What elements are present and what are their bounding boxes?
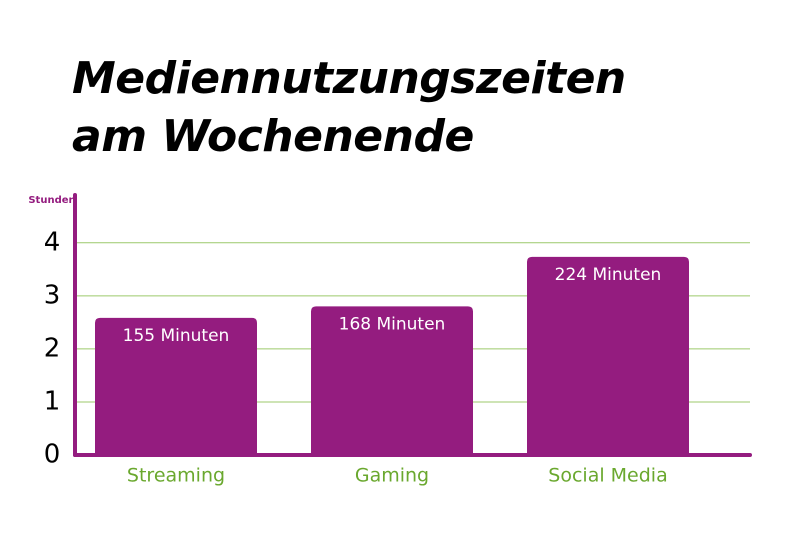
chart-title: Mediennutzungszeiten am Wochenende <box>72 53 626 162</box>
x-tick-label: Streaming <box>127 465 225 487</box>
y-tick-label: 4 <box>44 227 61 257</box>
x-tick-label: Social Media <box>548 465 667 487</box>
value-label: 224 Minuten <box>555 265 662 285</box>
y-tick-label: 2 <box>44 333 61 363</box>
value-label: 155 Minuten <box>123 326 230 346</box>
bar <box>95 317 257 455</box>
bar <box>311 306 473 455</box>
x-tick-label: Gaming <box>355 465 429 487</box>
y-axis-label: Stunden <box>28 195 75 206</box>
y-tick-label: 0 <box>44 440 61 470</box>
value-label: 168 Minuten <box>339 314 446 334</box>
y-tick-label: 3 <box>44 280 61 310</box>
bar <box>527 256 689 455</box>
y-tick-label: 1 <box>44 386 61 416</box>
